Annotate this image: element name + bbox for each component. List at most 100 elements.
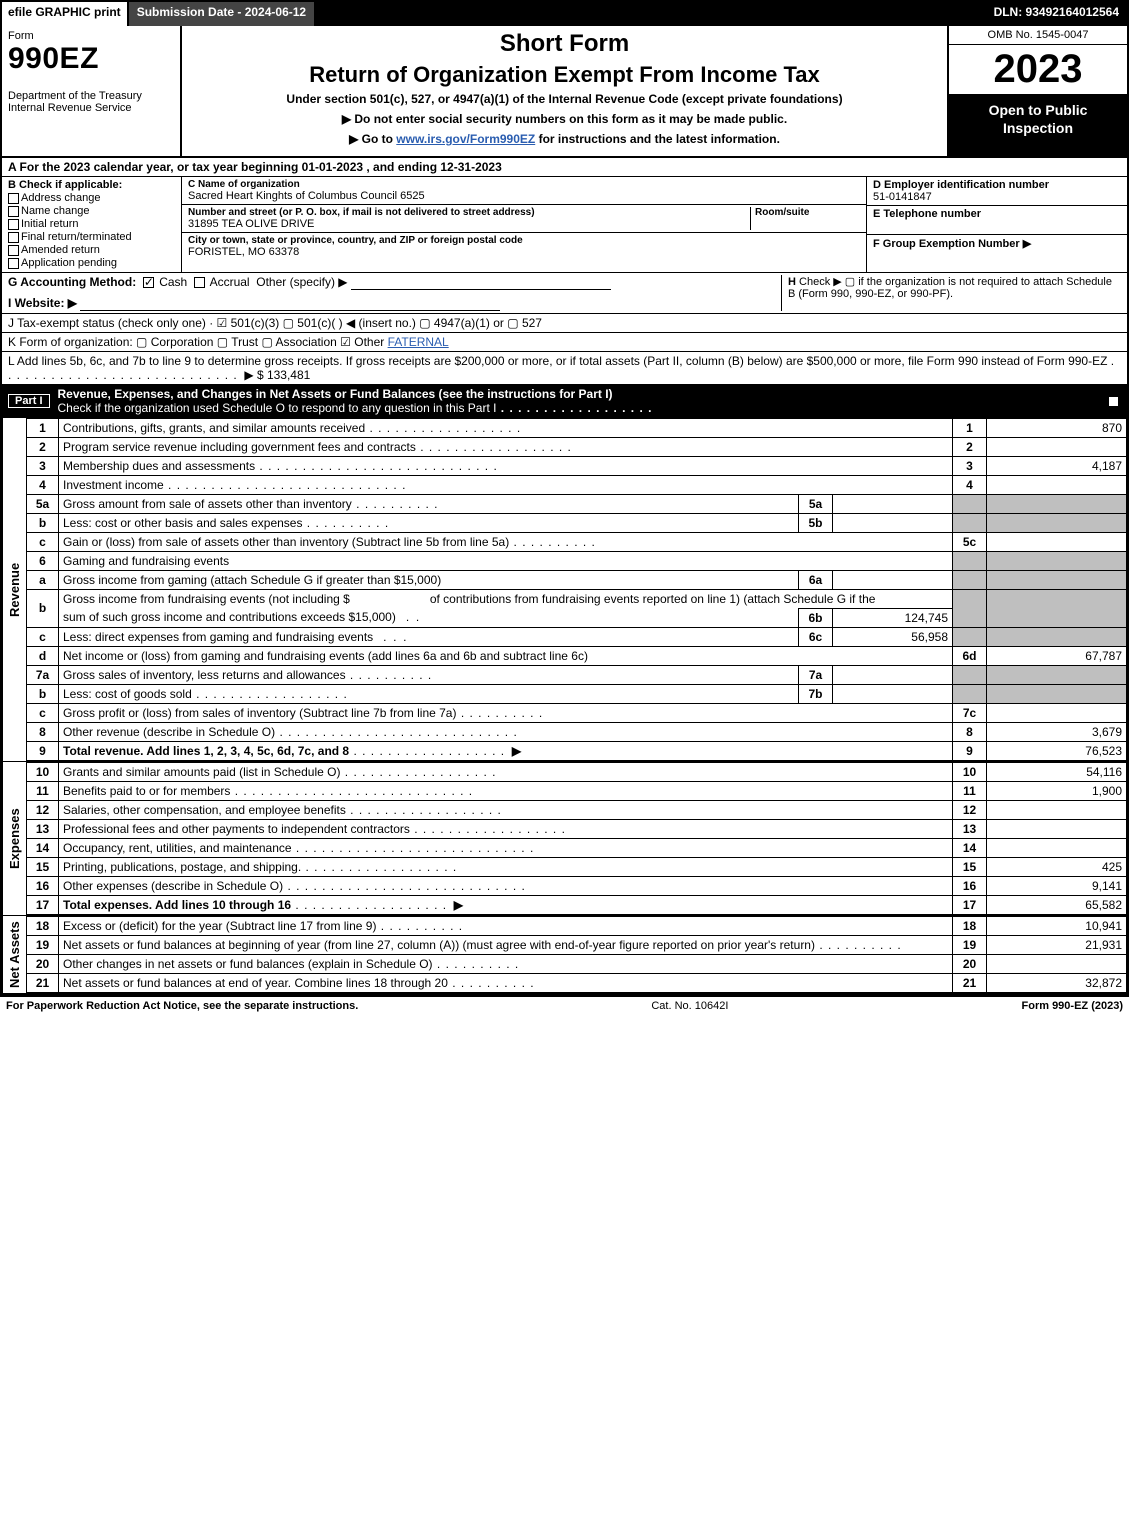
mini-id: 6a	[799, 570, 833, 589]
line-no: 5a	[27, 494, 59, 513]
ein-label: D Employer identification number	[873, 179, 1121, 191]
mini-id: 5a	[799, 494, 833, 513]
mini-id: 7a	[799, 665, 833, 684]
line-amount: 1,900	[987, 781, 1127, 800]
chk-initial-return[interactable]: Initial return	[8, 218, 175, 230]
k-other-link[interactable]: FATERNAL	[388, 335, 449, 349]
goto-post: for instructions and the latest informat…	[535, 132, 780, 146]
line-21: 21 Net assets or fund balances at end of…	[27, 973, 1127, 992]
line-id: 10	[953, 762, 987, 781]
section-b: B Check if applicable: Address change Na…	[2, 177, 182, 272]
revenue-section: Revenue 1 Contributions, gifts, grants, …	[2, 418, 1127, 762]
line-15: 15 Printing, publications, postage, and …	[27, 857, 1127, 876]
line-desc: sum of such gross income and contributio…	[59, 608, 799, 627]
phone-label: E Telephone number	[873, 208, 1121, 220]
line-amount: 76,523	[987, 741, 1127, 760]
line-id: 17	[953, 895, 987, 914]
city-value: FORISTEL, MO 63378	[188, 246, 860, 258]
line-20: 20 Other changes in net assets or fund b…	[27, 954, 1127, 973]
line-desc: Gross profit or (loss) from sales of inv…	[59, 703, 953, 722]
footer-formref: Form 990-EZ (2023)	[1022, 1000, 1124, 1012]
chk-application-pending[interactable]: Application pending	[8, 257, 175, 269]
subtitle: Under section 501(c), 527, or 4947(a)(1)…	[190, 92, 939, 106]
mini-val	[833, 684, 953, 703]
line-desc: Professional fees and other payments to …	[59, 819, 953, 838]
dln-label: DLN: 93492164012564	[986, 2, 1127, 26]
line-no: 9	[27, 741, 59, 760]
line-no: 19	[27, 935, 59, 954]
line-desc: Printing, publications, postage, and shi…	[59, 857, 953, 876]
irs-link[interactable]: www.irs.gov/Form990EZ	[396, 132, 535, 146]
line-desc: Less: cost of goods sold	[59, 684, 799, 703]
info-grid: B Check if applicable: Address change Na…	[2, 177, 1127, 273]
chk-cash[interactable]	[143, 277, 154, 288]
line-amount: 67,787	[987, 646, 1127, 665]
l-gross-receipts: L Add lines 5b, 6c, and 7b to line 9 to …	[2, 352, 1127, 385]
i-website-label: I Website: ▶	[8, 296, 77, 310]
line-id: 18	[953, 916, 987, 935]
chk-label: Final return/terminated	[21, 231, 132, 243]
line-amount	[987, 475, 1127, 494]
line-6d: d Net income or (loss) from gaming and f…	[27, 646, 1127, 665]
line-no: 1	[27, 418, 59, 437]
line-7a: 7a Gross sales of inventory, less return…	[27, 665, 1127, 684]
h-text: Check ▶ ▢ if the organization is not req…	[788, 276, 1112, 300]
g-h-row: G Accounting Method: Cash Accrual Other …	[2, 273, 1127, 314]
goto-pre: ▶ Go to	[349, 132, 396, 146]
line-7b: b Less: cost of goods sold 7b	[27, 684, 1127, 703]
line-desc: Gain or (loss) from sale of assets other…	[59, 532, 953, 551]
part-1-header: Part I Revenue, Expenses, and Changes in…	[2, 385, 1127, 418]
line-id: 7c	[953, 703, 987, 722]
line-amount: 9,141	[987, 876, 1127, 895]
line-amount	[987, 819, 1127, 838]
org-name-cell: C Name of organization Sacred Heart King…	[182, 177, 866, 205]
shaded-cell	[953, 494, 987, 513]
schedule-o-check[interactable]	[1103, 394, 1121, 408]
line-id: 19	[953, 935, 987, 954]
chk-amended-return[interactable]: Amended return	[8, 244, 175, 256]
shaded-cell	[987, 551, 1127, 570]
chk-label: Amended return	[21, 244, 100, 256]
line-id: 15	[953, 857, 987, 876]
line-id: 4	[953, 475, 987, 494]
chk-final-return[interactable]: Final return/terminated	[8, 231, 175, 243]
line-id: 12	[953, 800, 987, 819]
h-schedule-b: H Check ▶ ▢ if the organization is not r…	[781, 275, 1121, 311]
line-6c: c Less: direct expenses from gaming and …	[27, 627, 1127, 646]
shaded-cell	[953, 665, 987, 684]
line-id: 21	[953, 973, 987, 992]
form-number: 990EZ	[8, 42, 174, 76]
ein-cell: D Employer identification number 51-0141…	[867, 177, 1127, 206]
b-head: B Check if applicable:	[8, 179, 175, 191]
k-text: K Form of organization: ▢ Corporation ▢ …	[8, 335, 388, 349]
chk-address-change[interactable]: Address change	[8, 192, 175, 204]
line-amount: 54,116	[987, 762, 1127, 781]
net-assets-table: 18 Excess or (deficit) for the year (Sub…	[26, 916, 1127, 993]
line-desc: Excess or (deficit) for the year (Subtra…	[59, 916, 953, 935]
mini-val	[833, 570, 953, 589]
shaded-cell	[987, 570, 1127, 589]
street-cell: Number and street (or P. O. box, if mail…	[182, 205, 866, 233]
g-label: G Accounting Method:	[8, 275, 136, 289]
org-name-value: Sacred Heart Kinghts of Columbus Council…	[188, 190, 860, 202]
chk-name-change[interactable]: Name change	[8, 205, 175, 217]
website-field[interactable]	[80, 297, 500, 311]
chk-accrual[interactable]	[194, 277, 205, 288]
line-no: 16	[27, 876, 59, 895]
line-desc: Other revenue (describe in Schedule O)	[59, 722, 953, 741]
line-desc: Program service revenue including govern…	[59, 437, 953, 456]
section-c: C Name of organization Sacred Heart King…	[182, 177, 867, 272]
mini-id: 7b	[799, 684, 833, 703]
k-form-org: K Form of organization: ▢ Corporation ▢ …	[2, 333, 1127, 352]
line-id: 1	[953, 418, 987, 437]
l-amount: ▶ $ 133,481	[244, 368, 310, 382]
line-desc: Benefits paid to or for members	[59, 781, 953, 800]
line-no: c	[27, 627, 59, 646]
other-specify-field[interactable]	[351, 276, 611, 290]
org-name-label: C Name of organization	[188, 179, 860, 190]
group-exemption-cell: F Group Exemption Number ▶	[867, 235, 1127, 252]
line-id: 11	[953, 781, 987, 800]
l-text: L Add lines 5b, 6c, and 7b to line 9 to …	[8, 354, 1107, 368]
mini-val	[833, 513, 953, 532]
city-label: City or town, state or province, country…	[188, 235, 860, 246]
